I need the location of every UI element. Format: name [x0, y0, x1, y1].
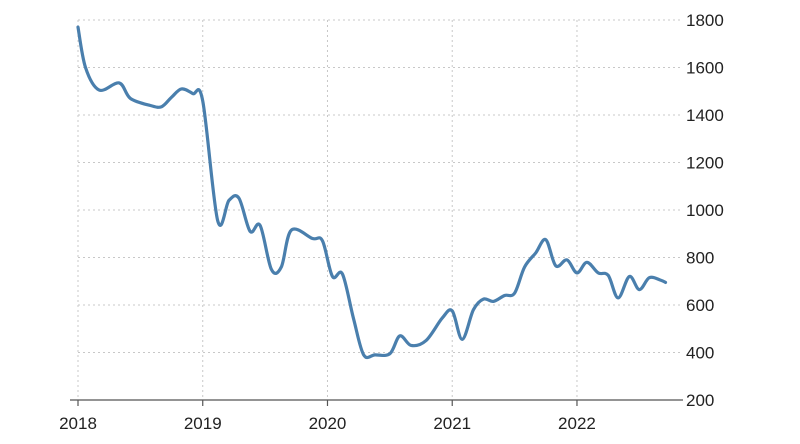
watermark: 雪球：日新客 [614, 402, 778, 434]
y-tick-label-1: 400 [686, 344, 714, 363]
series-layer [76, 25, 668, 360]
y-tick-labels: 200 400 600 800 1000 1200 1400 1600 1800 [686, 11, 724, 410]
y-tick-label-4: 1000 [686, 201, 724, 220]
snowball-logo-icon [614, 406, 639, 430]
y-tick-label-2: 600 [686, 296, 714, 315]
x-tick-label-3: 2021 [433, 414, 471, 433]
y-tick-label-0: 200 [686, 391, 714, 410]
y-tick-label-5: 1200 [686, 154, 724, 173]
watermark-text: 雪球：日新客 [645, 408, 778, 433]
y-tick-label-7: 1600 [686, 59, 724, 78]
y-tick-label-3: 800 [686, 249, 714, 268]
x-tick-label-0: 2018 [59, 414, 97, 433]
series-line-0 [76, 25, 668, 360]
x-tick-label-2: 2020 [309, 414, 347, 433]
y-tick-label-6: 1400 [686, 106, 724, 125]
y-tick-label-8: 1800 [686, 11, 724, 30]
x-axis [70, 399, 683, 406]
x-tick-labels: 2018 2019 2020 2021 2022 [59, 414, 596, 433]
x-tick-label-4: 2022 [558, 414, 596, 433]
grid [77, 19, 683, 400]
x-tick-label-1: 2019 [184, 414, 222, 433]
